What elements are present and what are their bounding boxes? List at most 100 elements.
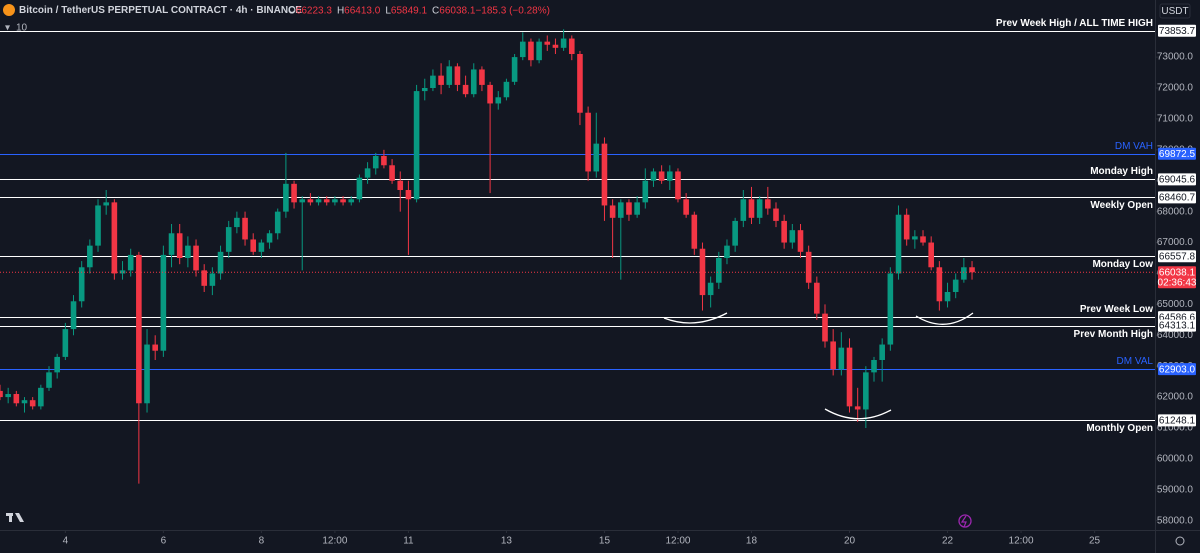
candle-body bbox=[756, 199, 763, 218]
indicator-count[interactable]: 10 bbox=[16, 23, 28, 34]
y-tick-label: 60000.0 bbox=[1157, 454, 1194, 465]
level-label: Prev Week High / ALL TIME HIGH bbox=[996, 18, 1153, 29]
currency-button[interactable] bbox=[1159, 3, 1191, 19]
candle-body bbox=[519, 41, 526, 58]
candle-body bbox=[381, 156, 387, 166]
candle-body bbox=[225, 227, 232, 252]
candle-body bbox=[740, 199, 747, 221]
level-price-box bbox=[1158, 191, 1196, 204]
candle-body bbox=[658, 171, 665, 181]
level-label: DM VAH bbox=[1115, 141, 1153, 152]
level-label: Prev Month High bbox=[1074, 329, 1153, 340]
candle-body bbox=[397, 180, 404, 190]
y-tick-label: 68000.0 bbox=[1157, 206, 1194, 217]
candle-body bbox=[405, 190, 412, 200]
settings-icon[interactable] bbox=[1175, 536, 1185, 546]
candle-body bbox=[936, 267, 943, 302]
x-tick-label: 12:00 bbox=[665, 536, 690, 547]
candle-body bbox=[805, 251, 812, 283]
candle-body bbox=[617, 202, 624, 218]
candle-body bbox=[291, 183, 297, 203]
y-tick-label: 59000.0 bbox=[1157, 484, 1194, 495]
candle-body bbox=[430, 75, 436, 88]
x-tick-label: 15 bbox=[599, 536, 611, 547]
candle-body bbox=[879, 344, 885, 360]
candle-body bbox=[13, 394, 20, 404]
candle-body bbox=[119, 270, 126, 274]
candle-body bbox=[250, 239, 257, 252]
candle-body bbox=[503, 81, 510, 98]
candle-body bbox=[585, 112, 591, 172]
candle-body bbox=[577, 54, 583, 113]
candle-body bbox=[193, 245, 199, 271]
level-price-box bbox=[1158, 363, 1196, 376]
candle-body bbox=[748, 199, 755, 218]
candle-body bbox=[62, 329, 69, 357]
candle-body bbox=[421, 88, 428, 92]
candle-body bbox=[454, 66, 461, 85]
candle-body bbox=[920, 236, 926, 243]
annotation-arc bbox=[663, 312, 728, 324]
y-tick-label: 64000.0 bbox=[1157, 330, 1194, 341]
y-tick-label: 71000.0 bbox=[1157, 114, 1194, 125]
candle-body bbox=[372, 156, 379, 169]
level-price-box bbox=[1158, 173, 1196, 186]
candle-body bbox=[683, 199, 689, 215]
candle-body bbox=[5, 394, 11, 398]
candle-body bbox=[895, 214, 902, 274]
candle-body bbox=[511, 57, 518, 82]
candle-body bbox=[266, 233, 273, 243]
ohlc-key: O bbox=[288, 5, 296, 16]
candle-body bbox=[781, 220, 787, 243]
annotation-arc bbox=[824, 408, 892, 420]
level-label: Monday High bbox=[1090, 166, 1153, 177]
candle-body bbox=[838, 347, 845, 370]
candle-body bbox=[732, 220, 738, 246]
level-price: 69045.6 bbox=[1159, 174, 1196, 185]
x-tick-label: 4 bbox=[63, 536, 69, 547]
candle-body bbox=[234, 217, 240, 228]
level-price: 66557.8 bbox=[1159, 251, 1196, 262]
candle-body bbox=[789, 230, 796, 243]
level-label: Monthly Open bbox=[1086, 423, 1153, 434]
alert-bolt bbox=[960, 515, 967, 528]
indicator-toggle[interactable]: ▾ bbox=[5, 23, 10, 34]
ohlc-value: 66223.3 bbox=[296, 5, 333, 16]
ohlc-key: L bbox=[385, 5, 391, 16]
candle-body bbox=[797, 230, 804, 252]
candle-body bbox=[323, 199, 330, 203]
candle-body bbox=[315, 199, 322, 203]
level-price-box bbox=[1158, 24, 1196, 37]
candle-body bbox=[642, 180, 649, 203]
alert-icon[interactable] bbox=[958, 514, 972, 528]
candle-body bbox=[609, 205, 616, 218]
candle-body bbox=[38, 387, 44, 407]
current-price: 66038.1 bbox=[1159, 267, 1196, 278]
candle-body bbox=[185, 245, 191, 258]
y-tick-label: 73000.0 bbox=[1157, 52, 1194, 63]
y-tick-label: 72000.0 bbox=[1157, 83, 1194, 94]
chart-title: Bitcoin / TetherUS PERPETUAL CONTRACT · … bbox=[19, 5, 302, 16]
candle-body bbox=[912, 236, 918, 240]
level-price-box bbox=[1158, 319, 1196, 332]
candle-body bbox=[536, 41, 542, 61]
candle-body bbox=[871, 360, 877, 373]
level-price: 62903.0 bbox=[1159, 364, 1196, 375]
candle-body bbox=[634, 202, 640, 215]
x-tick-label: 8 bbox=[259, 536, 265, 547]
y-tick-label: 62000.0 bbox=[1157, 392, 1194, 403]
level-label: Weekly Open bbox=[1090, 200, 1153, 211]
candle-body bbox=[95, 205, 101, 246]
candle-body bbox=[160, 254, 167, 351]
candle-body bbox=[626, 202, 632, 215]
level-label: Prev Week Low bbox=[1080, 304, 1153, 315]
candle-body bbox=[593, 143, 600, 172]
candle-body bbox=[78, 267, 85, 302]
candle-body bbox=[830, 341, 836, 370]
candle-body bbox=[552, 44, 559, 48]
candle-body bbox=[176, 233, 183, 258]
currency[interactable]: USDT bbox=[1161, 6, 1188, 17]
candle-body bbox=[863, 372, 869, 410]
candle-body bbox=[903, 214, 910, 240]
